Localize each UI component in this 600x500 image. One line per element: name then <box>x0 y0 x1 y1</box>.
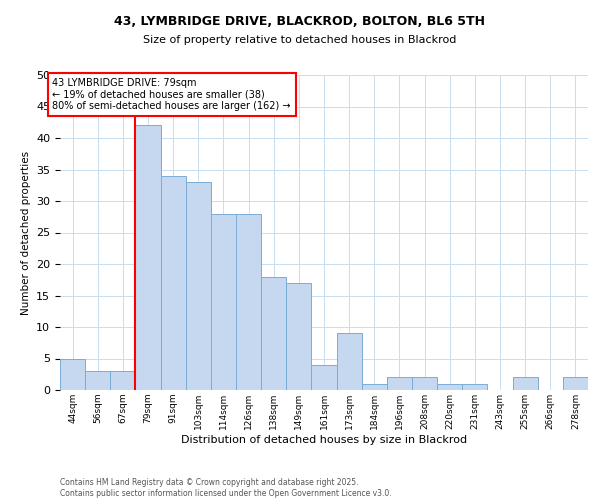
Y-axis label: Number of detached properties: Number of detached properties <box>20 150 31 314</box>
Bar <box>85 371 110 390</box>
Bar <box>462 384 487 390</box>
Bar <box>412 378 437 390</box>
Bar <box>563 378 588 390</box>
Bar <box>512 378 538 390</box>
Text: 43, LYMBRIDGE DRIVE, BLACKROD, BOLTON, BL6 5TH: 43, LYMBRIDGE DRIVE, BLACKROD, BOLTON, B… <box>115 15 485 28</box>
Bar <box>286 283 311 390</box>
Bar <box>211 214 236 390</box>
Bar <box>110 371 136 390</box>
X-axis label: Distribution of detached houses by size in Blackrod: Distribution of detached houses by size … <box>181 434 467 444</box>
Bar <box>161 176 186 390</box>
Text: Size of property relative to detached houses in Blackrod: Size of property relative to detached ho… <box>143 35 457 45</box>
Bar <box>261 276 286 390</box>
Text: Contains HM Land Registry data © Crown copyright and database right 2025.
Contai: Contains HM Land Registry data © Crown c… <box>60 478 392 498</box>
Bar <box>136 126 161 390</box>
Bar <box>60 358 85 390</box>
Bar <box>236 214 261 390</box>
Text: 43 LYMBRIDGE DRIVE: 79sqm
← 19% of detached houses are smaller (38)
80% of semi-: 43 LYMBRIDGE DRIVE: 79sqm ← 19% of detac… <box>52 78 291 112</box>
Bar <box>387 378 412 390</box>
Bar <box>437 384 462 390</box>
Bar <box>362 384 387 390</box>
Bar <box>311 365 337 390</box>
Bar <box>337 334 362 390</box>
Bar <box>186 182 211 390</box>
